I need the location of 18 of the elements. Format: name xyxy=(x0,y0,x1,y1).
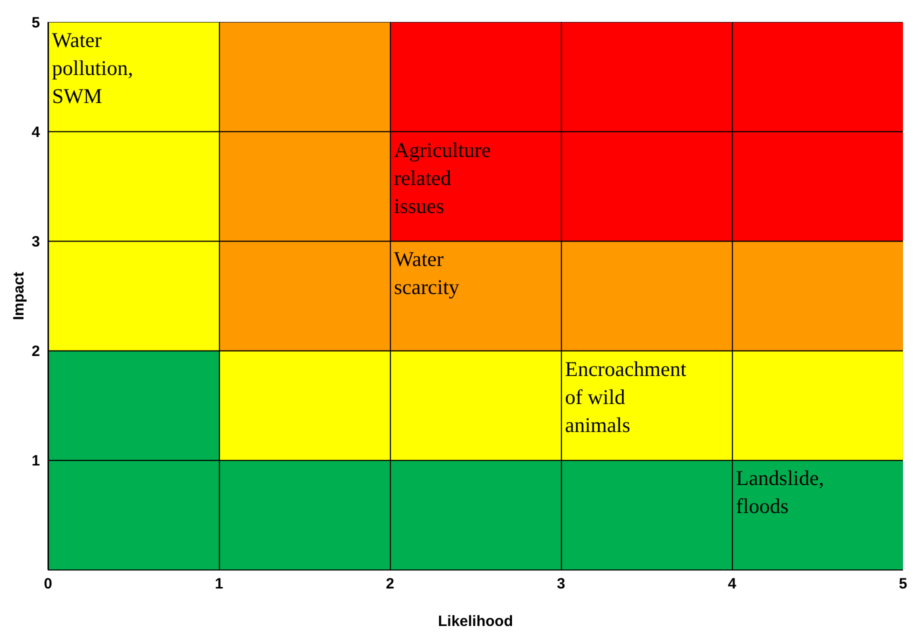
annotation: Water pollution, SWM xyxy=(52,27,134,110)
x-tick-label: 1 xyxy=(214,576,224,593)
x-tick-label: 2 xyxy=(386,576,394,593)
y-tick-label: 3 xyxy=(32,234,40,251)
y-axis-title: Impact xyxy=(10,272,28,320)
annotation: Water scarcity xyxy=(394,246,460,302)
y-tick-label: 5 xyxy=(32,14,40,32)
annotation: Landslide, floods xyxy=(736,465,826,520)
annotation: Encroachment of wild animals xyxy=(565,356,686,439)
y-tick-label: 1 xyxy=(32,452,40,470)
y-tick-label: 2 xyxy=(32,343,40,360)
x-tick-label: 0 xyxy=(44,576,52,593)
x-tick-label: 5 xyxy=(898,576,908,593)
y-tick-label: 4 xyxy=(32,124,41,141)
x-axis-title: Likelihood xyxy=(438,613,513,630)
x-tick-label: 3 xyxy=(556,576,566,593)
annotation: Agriculture related issues xyxy=(394,136,492,220)
x-tick-label: 4 xyxy=(728,576,737,593)
